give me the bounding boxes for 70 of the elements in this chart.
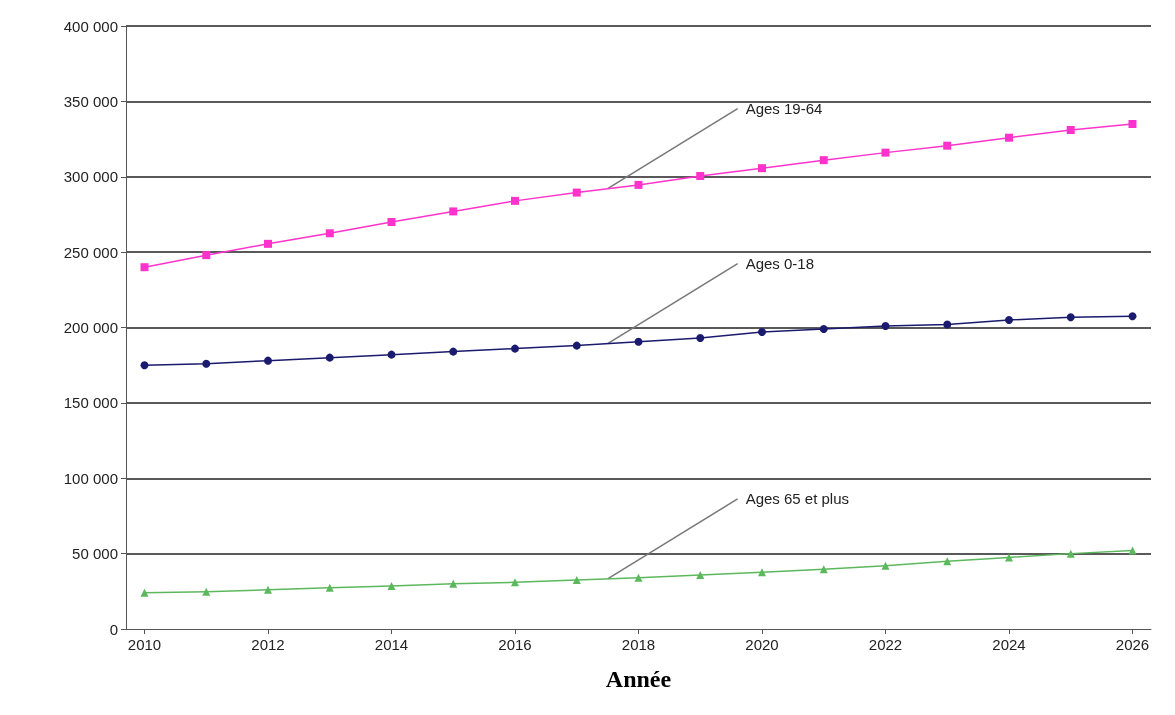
point bbox=[1066, 126, 1075, 135]
point bbox=[449, 207, 458, 216]
point bbox=[264, 356, 273, 365]
point bbox=[1004, 315, 1013, 324]
point bbox=[325, 353, 334, 362]
point bbox=[943, 141, 952, 150]
point bbox=[387, 217, 396, 226]
y-tick-label: 50 000 bbox=[72, 545, 118, 563]
point bbox=[757, 568, 766, 577]
point bbox=[449, 579, 458, 588]
point bbox=[387, 350, 396, 359]
x-tick-label: 2010 bbox=[127, 636, 162, 653]
point bbox=[572, 341, 581, 350]
y-tick-label: 350 000 bbox=[63, 92, 118, 110]
point bbox=[264, 585, 273, 594]
point bbox=[1066, 313, 1075, 322]
point bbox=[202, 587, 211, 596]
point bbox=[202, 251, 211, 260]
text: Ages 65 et plus bbox=[745, 489, 850, 507]
y-tick-label: 400 000 bbox=[63, 17, 118, 35]
point bbox=[634, 573, 643, 582]
point bbox=[1004, 133, 1013, 142]
point bbox=[325, 583, 334, 592]
point bbox=[511, 578, 520, 587]
y-tick-label: 100 000 bbox=[63, 469, 118, 487]
x-tick-label: 2020 bbox=[745, 636, 779, 653]
point bbox=[449, 347, 458, 356]
point bbox=[572, 576, 581, 585]
point bbox=[881, 148, 890, 157]
text: Ages 0-18 bbox=[745, 254, 815, 272]
y-tick-label: 0 bbox=[109, 620, 118, 638]
x-tick-label: 2022 bbox=[868, 636, 903, 653]
x-tick-label: 2014 bbox=[374, 636, 409, 653]
point bbox=[819, 156, 828, 165]
x-axis-title: Année bbox=[605, 666, 672, 692]
point bbox=[696, 334, 705, 343]
point bbox=[1128, 312, 1137, 321]
point bbox=[696, 172, 705, 180]
point bbox=[264, 239, 273, 248]
point bbox=[819, 325, 828, 334]
point bbox=[387, 581, 396, 590]
point bbox=[758, 328, 766, 337]
point bbox=[634, 180, 643, 189]
point bbox=[1128, 119, 1137, 128]
point bbox=[943, 320, 952, 329]
point bbox=[140, 263, 149, 272]
x-tick-label: 2024 bbox=[992, 636, 1026, 653]
point bbox=[511, 344, 520, 353]
point bbox=[511, 196, 520, 205]
point bbox=[1066, 549, 1075, 558]
x-tick-label: 2016 bbox=[498, 636, 532, 653]
point bbox=[881, 561, 890, 570]
point bbox=[1004, 553, 1013, 562]
y-tick-label: 200 000 bbox=[63, 319, 118, 336]
point bbox=[881, 321, 890, 330]
x-tick-label: 2012 bbox=[251, 636, 285, 653]
text: Ages 19-64 bbox=[745, 99, 823, 117]
point bbox=[1128, 546, 1137, 555]
x-tick-label: 2026 bbox=[1115, 636, 1150, 653]
y-tick-label: 150 000 bbox=[63, 394, 118, 412]
y-tick-label: 250 000 bbox=[63, 243, 118, 261]
y-tick-label: 300 000 bbox=[63, 168, 118, 186]
point bbox=[757, 164, 766, 173]
point bbox=[325, 229, 334, 238]
point bbox=[140, 588, 149, 597]
point bbox=[140, 361, 149, 370]
x-tick-label: 2018 bbox=[621, 636, 656, 653]
point bbox=[634, 337, 643, 346]
point bbox=[572, 188, 581, 197]
point bbox=[202, 359, 211, 368]
